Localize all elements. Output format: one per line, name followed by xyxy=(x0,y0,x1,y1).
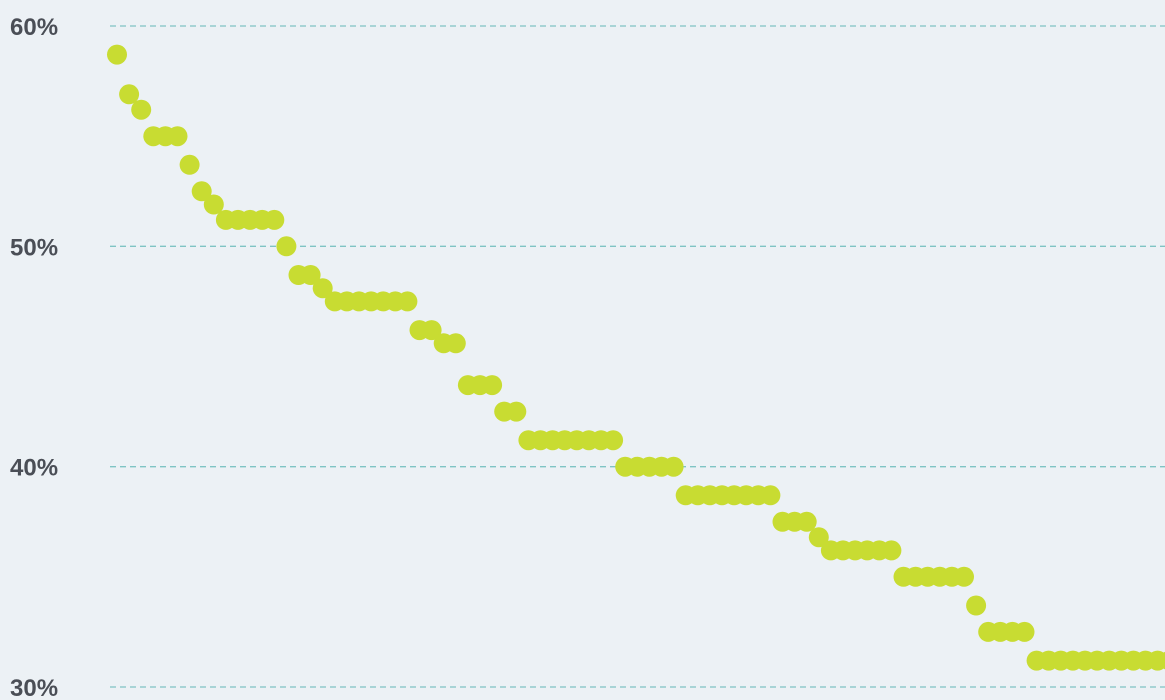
data-point xyxy=(506,401,527,422)
data-point xyxy=(264,209,285,230)
data-point xyxy=(482,375,503,396)
data-point xyxy=(397,291,418,312)
data-point xyxy=(119,84,140,105)
data-point xyxy=(954,566,974,587)
data-point xyxy=(191,181,212,202)
data-point xyxy=(603,430,624,451)
data-point xyxy=(300,265,321,285)
grid-layer xyxy=(110,25,1165,688)
y-tick-label: 60% xyxy=(10,14,58,41)
data-point xyxy=(881,540,902,561)
data-point xyxy=(131,99,152,120)
data-point xyxy=(167,126,188,147)
data-point xyxy=(760,485,781,506)
data-point xyxy=(445,333,466,354)
y-tick-label: 40% xyxy=(10,455,58,482)
data-point xyxy=(1014,621,1035,642)
y-axis-ticks: 60% 50% 40% 30% xyxy=(10,14,58,700)
data-point xyxy=(421,320,442,341)
y-tick-label: 30% xyxy=(10,675,58,700)
data-point xyxy=(663,456,684,477)
data-point xyxy=(107,44,127,65)
data-point xyxy=(179,154,200,175)
data-point xyxy=(312,278,333,299)
data-points xyxy=(107,44,1165,671)
data-point xyxy=(276,236,297,257)
data-point xyxy=(1147,650,1165,671)
data-point xyxy=(966,595,987,616)
y-tick-label: 50% xyxy=(10,234,58,261)
data-point xyxy=(1159,651,1165,670)
data-point xyxy=(796,511,817,532)
data-point xyxy=(808,527,829,548)
data-point xyxy=(203,194,224,215)
